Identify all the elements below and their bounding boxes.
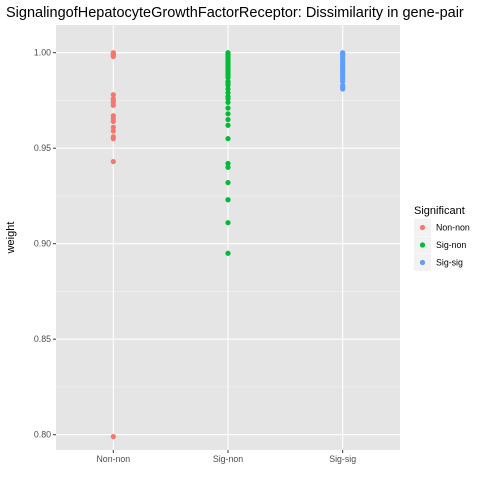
- x-axis-ticks: Non-non Sig-non Sig-sig: [96, 450, 356, 464]
- data-point: [340, 86, 346, 92]
- legend-title: Significant: [414, 205, 465, 217]
- x-tick-label: Non-non: [96, 454, 130, 464]
- data-point: [110, 158, 116, 165]
- chart-title: SignalingofHepatocyteGrowthFactorRecepto…: [6, 5, 464, 21]
- data-point: [225, 105, 231, 111]
- y-tick-label: 1.00: [34, 48, 51, 58]
- data-point: [225, 250, 231, 256]
- legend-label: Non-non: [436, 223, 470, 233]
- data-point: [225, 164, 231, 170]
- legend-swatch: [419, 242, 426, 248]
- legend-label: Sig-non: [436, 240, 466, 250]
- y-axis-title: weight: [5, 222, 17, 255]
- data-point: [110, 124, 116, 130]
- data-point: [225, 90, 231, 96]
- data-points: [110, 50, 346, 440]
- data-point: [110, 53, 116, 60]
- data-point: [110, 102, 116, 108]
- data-point: [225, 99, 231, 105]
- data-point: [225, 136, 231, 142]
- data-point: [225, 160, 231, 167]
- data-point: [225, 86, 231, 92]
- data-point: [225, 116, 231, 123]
- data-point: [110, 434, 116, 440]
- y-tick-label: 0.90: [34, 239, 51, 249]
- x-tick-label: Sig-sig: [329, 454, 356, 464]
- data-point: [110, 128, 116, 134]
- data-point: [225, 220, 231, 226]
- y-tick-label: 0.80: [34, 430, 51, 440]
- data-point: [110, 136, 116, 142]
- legend-label: Sig-sig: [436, 258, 463, 268]
- legend: Significant Non-non Sig-non Sig-sig: [414, 205, 470, 271]
- data-point: [225, 111, 231, 117]
- data-point: [225, 82, 231, 88]
- x-tick-label: Sig-non: [213, 454, 243, 464]
- legend-items: Non-non Sig-non Sig-sig: [414, 219, 470, 271]
- legend-swatch: [419, 259, 426, 266]
- data-point: [225, 95, 231, 102]
- data-point: [225, 74, 231, 81]
- data-point: [110, 118, 116, 125]
- data-point: [225, 122, 231, 128]
- y-tick-label: 0.95: [34, 143, 51, 153]
- y-axis-ticks: 0.80 0.85 0.90 0.95 1.00: [34, 48, 56, 440]
- data-point: [340, 78, 346, 84]
- data-point: [110, 92, 116, 98]
- data-point: [225, 197, 231, 203]
- data-point: [225, 179, 231, 186]
- legend-swatch: [419, 224, 426, 231]
- y-tick-label: 0.85: [34, 334, 51, 344]
